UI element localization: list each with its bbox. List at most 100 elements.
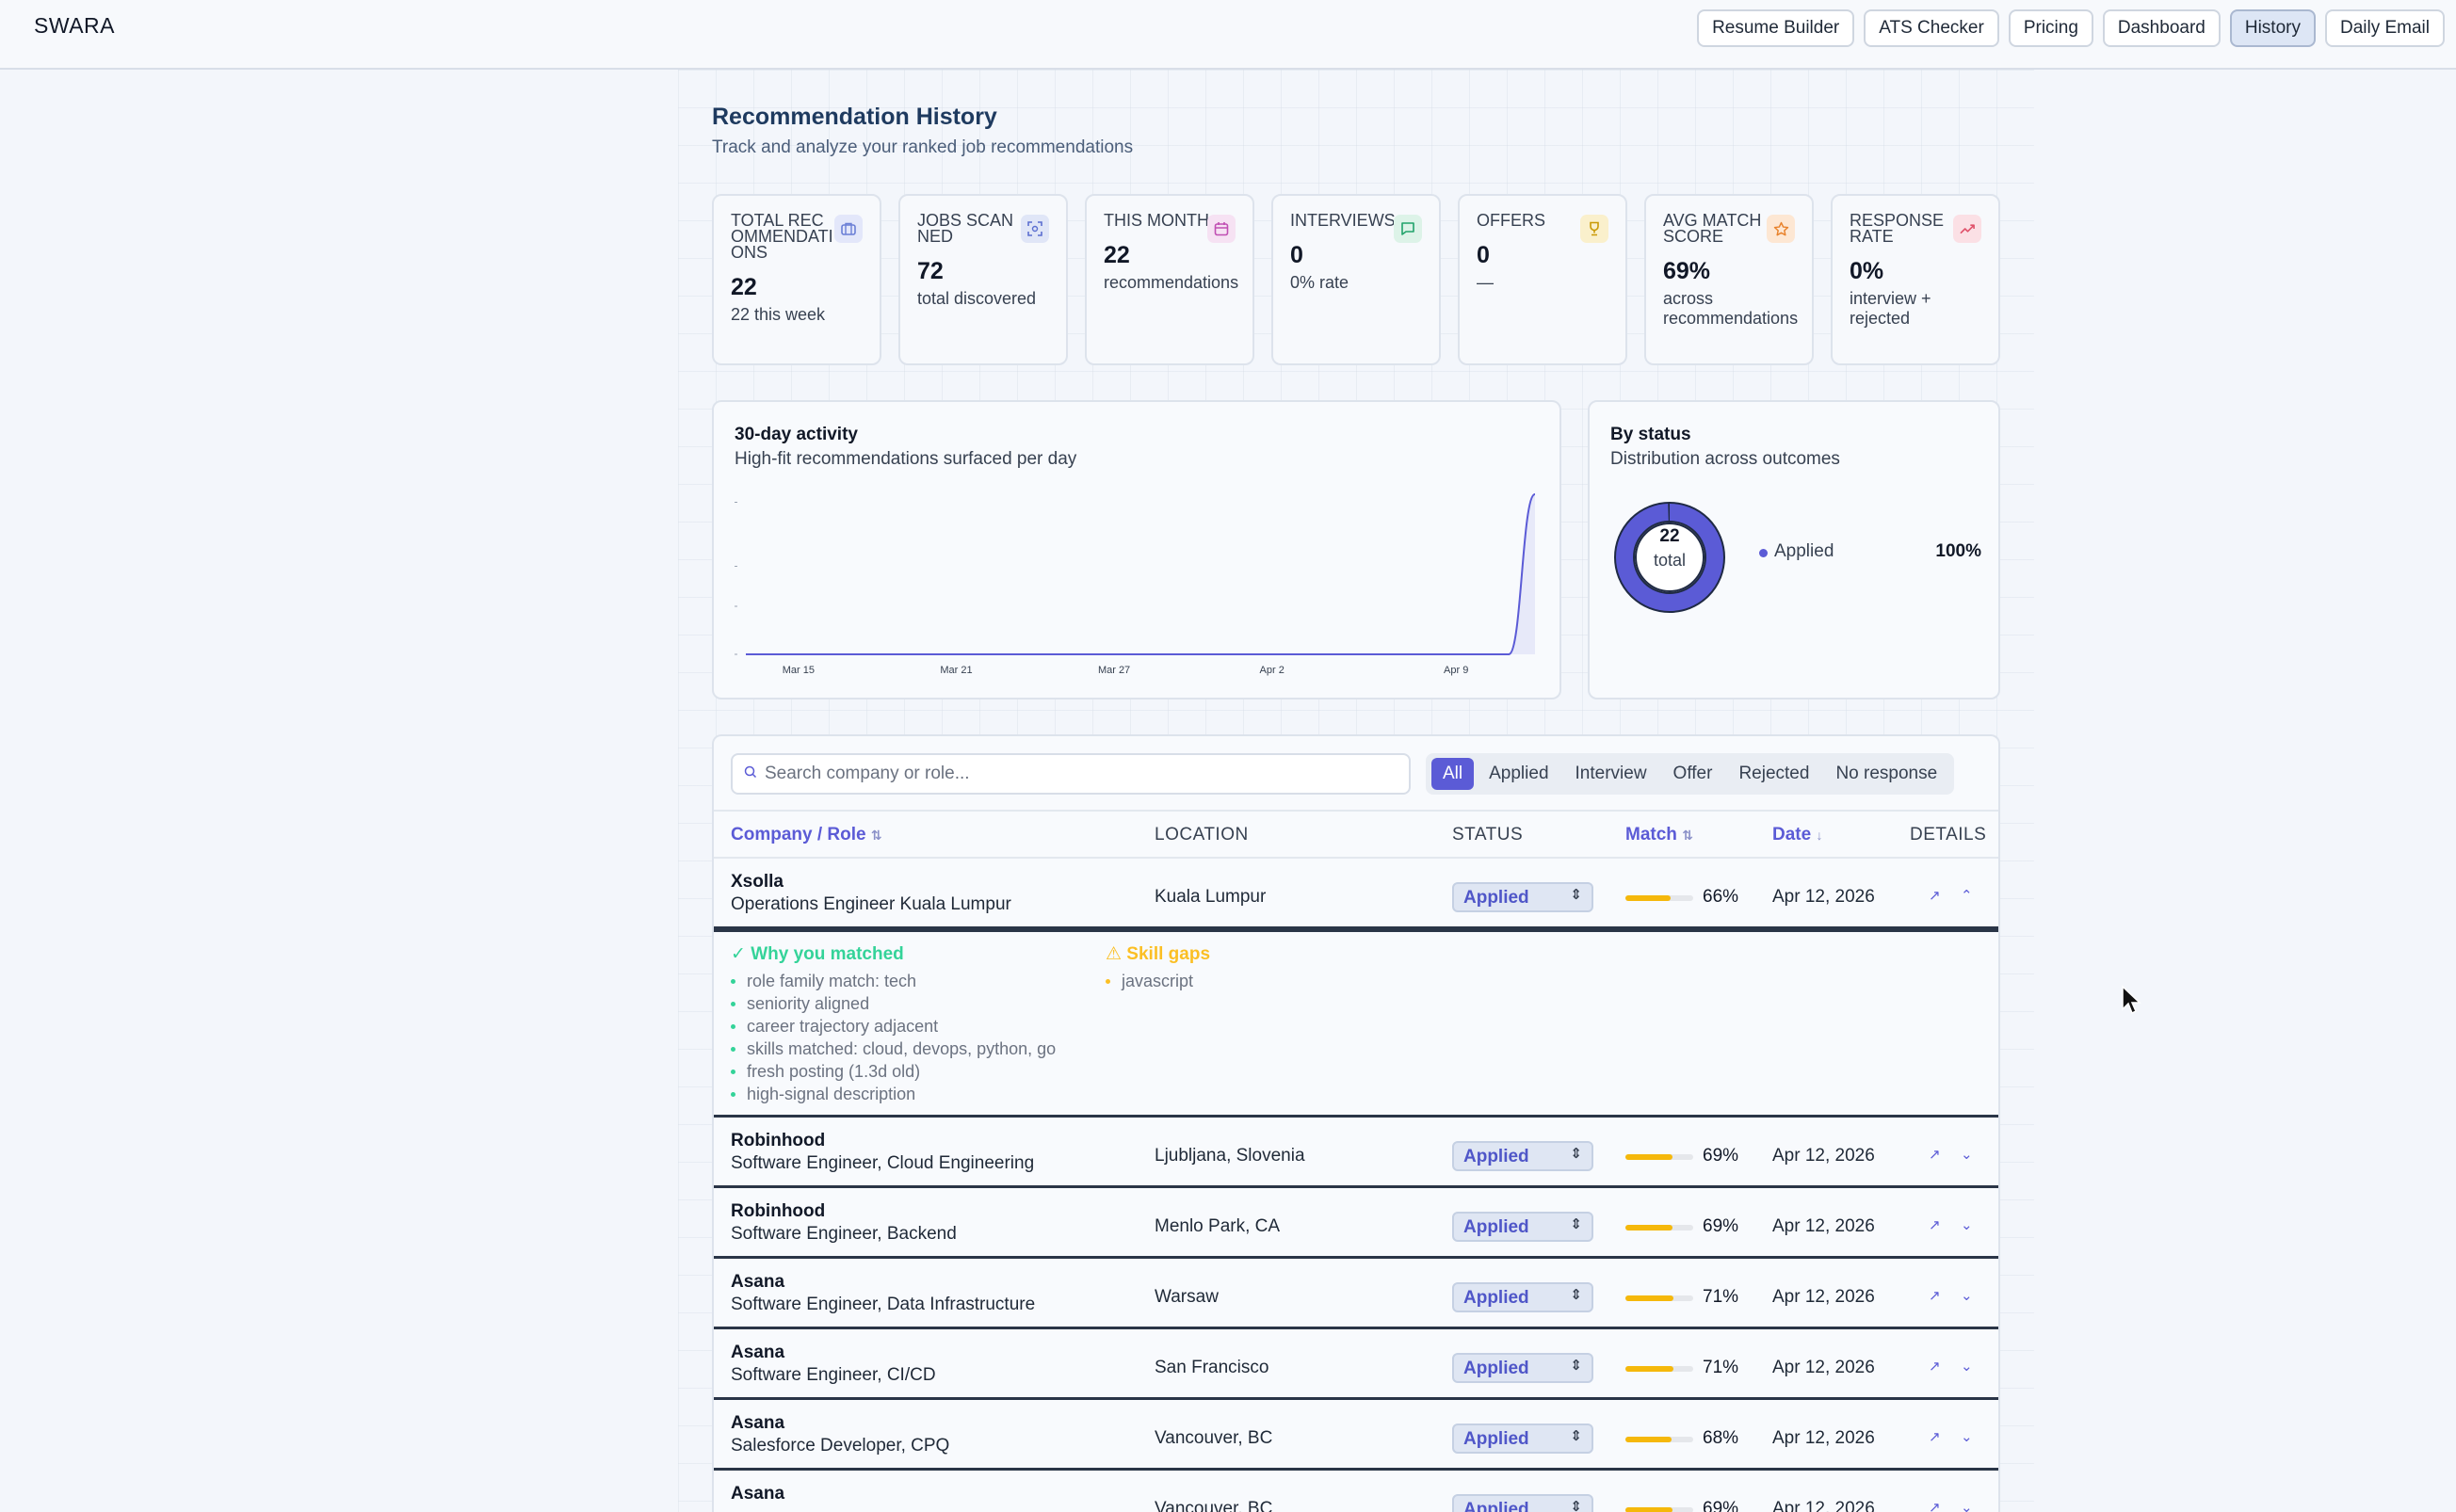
row-company: Asana (731, 1484, 785, 1504)
match-reason: fresh posting (1.3d old) (731, 1060, 1056, 1083)
donut-hole (1635, 523, 1705, 592)
external-link-icon[interactable]: ↗ (1929, 1500, 1941, 1512)
external-link-icon[interactable]: ↗ (1929, 1217, 1941, 1233)
external-link-icon[interactable]: ↗ (1929, 1147, 1941, 1163)
row-date: Apr 12, 2026 (1772, 1146, 1875, 1166)
stat-card-interviews: Interviews 0 0% rate (1271, 194, 1441, 365)
stat-sub: 0% rate (1290, 273, 1349, 292)
stat-label: Offers (1477, 211, 1546, 230)
table-row[interactable]: Asana Software Engineer, Data Infrastruct… (714, 1259, 1998, 1329)
column-match[interactable]: Match ⇅ (1625, 825, 1693, 845)
filter-interview[interactable]: Interview (1575, 764, 1647, 783)
nav-history[interactable]: History (2229, 9, 2316, 47)
match-bar-fill (1625, 1225, 1672, 1231)
stat-sub: across recommendations (1663, 289, 1799, 328)
donut-total-value: 22 (1659, 526, 1680, 546)
select-arrows-icon: ⇕ (1570, 1428, 1582, 1444)
nav-daily-email[interactable]: Daily Email (2324, 9, 2445, 47)
nav-ats-checker[interactable]: ATS Checker (1864, 9, 1999, 47)
match-reason-text: role family match: tech (747, 972, 917, 990)
row-status-select[interactable]: Applied ⇕ (1452, 882, 1593, 912)
search-icon (744, 765, 757, 783)
status-value: Applied (1463, 1359, 1529, 1378)
table-row[interactable]: Asana Salesforce Developer, CPQ Vancouver,… (714, 1400, 1998, 1471)
chevron-down-icon[interactable]: ⌄ (1961, 1359, 1973, 1375)
table-row[interactable]: Asana Software Engineer, CI/CD San Francis… (714, 1329, 1998, 1400)
chevron-up-icon[interactable]: ⌃ (1961, 888, 1973, 904)
x-tick-label: Mar 21 (940, 665, 972, 676)
table-row[interactable]: Asana Vancouver, BC Applied ⇕ 69% Apr 12, 202… (714, 1471, 1998, 1512)
stat-sub: recommendations (1104, 273, 1239, 292)
chevron-down-icon[interactable]: ⌄ (1961, 1147, 1973, 1163)
external-link-icon[interactable]: ↗ (1929, 1429, 1941, 1445)
search-input[interactable] (765, 764, 1386, 784)
nav-dashboard[interactable]: Dashboard (2102, 9, 2221, 47)
row-location: Vancouver, BC (1155, 1428, 1273, 1448)
sort-icon: ⇅ (870, 828, 882, 843)
column-company-role[interactable]: Company / Role ⇅ (731, 825, 882, 845)
row-date: Apr 12, 2026 (1772, 1287, 1875, 1307)
status-subtitle: Distribution across outcomes (1610, 449, 1840, 469)
status-filter-group: All Applied Interview Offer Rejected No … (1426, 753, 1955, 795)
row-date: Apr 12, 2026 (1772, 1216, 1875, 1236)
row-company: Asana (731, 1413, 785, 1433)
skill-gap: javascript (1106, 970, 1193, 992)
row-location: Menlo Park, CA (1155, 1216, 1281, 1236)
chevron-down-icon[interactable]: ⌄ (1961, 1217, 1973, 1233)
stat-card-offers: Offers 0 — (1458, 194, 1627, 365)
row-company: Asana (731, 1272, 785, 1292)
stat-value: 69% (1663, 258, 1711, 284)
match-bar-fill (1625, 1154, 1672, 1160)
filter-applied[interactable]: Applied (1489, 764, 1549, 783)
chevron-down-icon[interactable]: ⌄ (1961, 1500, 1973, 1512)
stat-label: Total Recommendations (731, 211, 833, 262)
nav-resume-builder[interactable]: Resume Builder (1697, 9, 1855, 47)
match-bar-fill (1625, 1437, 1672, 1442)
select-arrows-icon: ⇕ (1570, 1358, 1582, 1374)
status-legend-item: Applied 100% (1759, 541, 1981, 564)
chevron-down-icon[interactable]: ⌄ (1961, 1429, 1973, 1445)
scan-icon (1021, 215, 1049, 243)
filter-all[interactable]: All (1431, 758, 1475, 790)
stat-sub: interview + rejected (1850, 289, 1931, 328)
filter-no-response[interactable]: No response (1835, 764, 1938, 783)
brand-logo[interactable]: SWARA (34, 13, 115, 38)
row-status-select[interactable]: Applied ⇕ (1452, 1282, 1593, 1312)
match-bar (1625, 1295, 1693, 1301)
status-value: Applied (1463, 1217, 1529, 1237)
table-row[interactable]: Robinhood Software Engineer, Cloud Engine… (714, 1118, 1998, 1188)
skill-gaps-list: javascript (1106, 970, 1193, 992)
external-link-icon[interactable]: ↗ (1929, 1359, 1941, 1375)
row-company: Asana (731, 1343, 785, 1362)
row-location: Vancouver, BC (1155, 1499, 1273, 1512)
activity-subtitle: High-fit recommendations surfaced per da… (735, 449, 1077, 469)
row-status-select[interactable]: Applied ⇕ (1452, 1353, 1593, 1383)
chevron-down-icon[interactable]: ⌄ (1961, 1288, 1973, 1304)
calendar-icon (1207, 215, 1236, 243)
row-status-select[interactable]: Applied ⇕ (1452, 1141, 1593, 1171)
match-bar (1625, 895, 1693, 901)
bullet-dot (1106, 978, 1110, 984)
row-match: 69% (1703, 1146, 1739, 1166)
filter-rejected[interactable]: Rejected (1738, 764, 1810, 783)
nav-pricing[interactable]: Pricing (2008, 9, 2093, 47)
activity-panel: 30-day activity High-fit recommendations… (712, 400, 1561, 700)
filter-offer[interactable]: Offer (1672, 764, 1713, 783)
external-link-icon[interactable]: ↗ (1929, 1288, 1941, 1304)
table-row[interactable]: Robinhood Software Engineer, Backend Menlo… (714, 1188, 1998, 1259)
search-box (731, 753, 1411, 795)
match-bar-fill (1625, 1295, 1674, 1301)
row-company: Robinhood (731, 1131, 826, 1150)
column-date[interactable]: Date ↓ (1772, 825, 1822, 845)
donut-total-label: total (1653, 551, 1687, 570)
external-link-icon[interactable]: ↗ (1929, 888, 1941, 904)
row-status-select[interactable]: Applied ⇕ (1452, 1212, 1593, 1242)
table-row[interactable]: Xsolla Operations Engineer Kuala Lumpur Ku… (714, 859, 1998, 929)
sort-icon: ⇅ (1682, 828, 1693, 843)
stat-sub: 22 this week (731, 305, 826, 324)
row-status-select[interactable]: Applied ⇕ (1452, 1494, 1593, 1512)
match-bar (1625, 1437, 1693, 1442)
donut-slice-applied (1616, 504, 1723, 611)
row-details-panel: ✓ Why you matched role family match: tech… (714, 929, 1998, 1118)
row-status-select[interactable]: Applied ⇕ (1452, 1424, 1593, 1454)
